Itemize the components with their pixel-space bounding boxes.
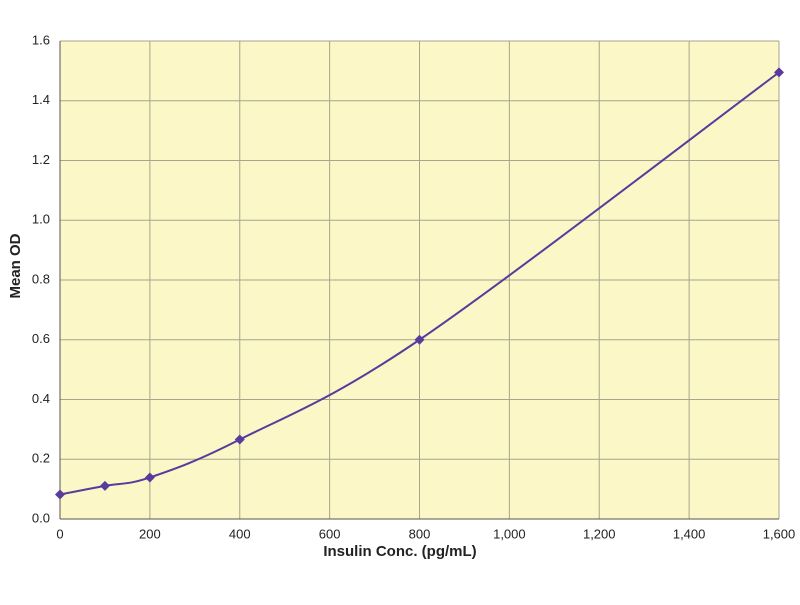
y-tick-label: 0.0 bbox=[32, 510, 50, 525]
x-tick-label: 0 bbox=[56, 526, 63, 541]
data-point bbox=[234, 434, 245, 445]
y-tick-label: 1.6 bbox=[32, 32, 50, 47]
x-tick-label: 1,200 bbox=[583, 526, 616, 541]
data-point bbox=[55, 489, 65, 500]
y-tick-label: 0.6 bbox=[32, 331, 50, 346]
y-tick-label: 1.4 bbox=[32, 92, 50, 107]
data-point bbox=[414, 334, 425, 345]
x-tick-label: 1,600 bbox=[763, 526, 796, 541]
y-axis-title: Mean OD bbox=[7, 233, 24, 298]
data-point bbox=[99, 480, 110, 491]
x-tick-label: 1,000 bbox=[493, 526, 526, 541]
data-point bbox=[144, 472, 155, 483]
y-tick-label: 0.8 bbox=[32, 271, 50, 286]
x-tick-label: 800 bbox=[409, 526, 431, 541]
data-line bbox=[59, 71, 780, 496]
y-tick-label: 0.2 bbox=[32, 451, 50, 466]
y-tick-label: 0.4 bbox=[32, 391, 50, 406]
x-tick-label: 1,400 bbox=[673, 526, 706, 541]
y-tick-label: 1.0 bbox=[32, 212, 50, 227]
x-axis-title: Insulin Conc. (pg/mL) bbox=[323, 543, 476, 560]
y-tick-label: 1.2 bbox=[32, 152, 50, 167]
x-tick-label: 200 bbox=[139, 526, 161, 541]
data-point bbox=[774, 67, 784, 78]
x-tick-label: 400 bbox=[229, 526, 251, 541]
x-tick-label: 600 bbox=[319, 526, 341, 541]
